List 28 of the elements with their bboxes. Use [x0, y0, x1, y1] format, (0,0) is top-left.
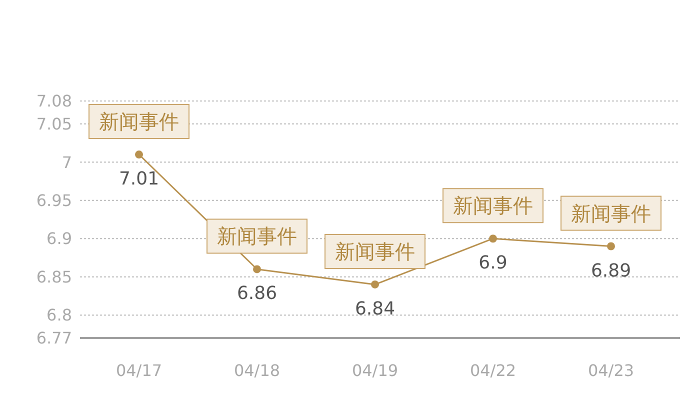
data-label: 7.01 — [118, 168, 160, 190]
y-tick-label: 6.9 — [46, 229, 72, 248]
annotation: 新闻事件 — [453, 194, 533, 218]
y-tick-label: 7.08 — [36, 92, 72, 111]
y-tick-label: 6.77 — [36, 328, 72, 348]
data-label: 6.89 — [590, 260, 632, 282]
y-tick-label: 6.85 — [36, 267, 72, 286]
y-tick-label: 7.05 — [36, 114, 72, 134]
x-tick-label: 04/19 — [352, 361, 398, 380]
annotation: 新闻事件 — [571, 201, 651, 226]
y-tick-label: 7 — [62, 152, 72, 172]
annotation: 新闻事件 — [335, 239, 415, 264]
y-tick-label: 6.95 — [36, 190, 72, 210]
x-tick-label: 04/23 — [588, 361, 634, 380]
data-label: 6.86 — [236, 283, 278, 304]
data-label: 6.9 — [478, 252, 508, 274]
point — [135, 150, 143, 159]
annotation: 新闻事件 — [99, 110, 179, 134]
data-label: 6.84 — [354, 298, 396, 320]
annotation: 新闻事件 — [217, 224, 297, 248]
y-tick-label: 6.8 — [46, 306, 72, 325]
x-tick-label: 04/22 — [470, 361, 516, 380]
point — [607, 242, 615, 250]
point — [371, 280, 379, 288]
x-tick-label: 04/17 — [116, 361, 162, 380]
x-tick-label: 04/18 — [234, 361, 280, 380]
point — [253, 265, 261, 274]
point — [489, 234, 497, 243]
